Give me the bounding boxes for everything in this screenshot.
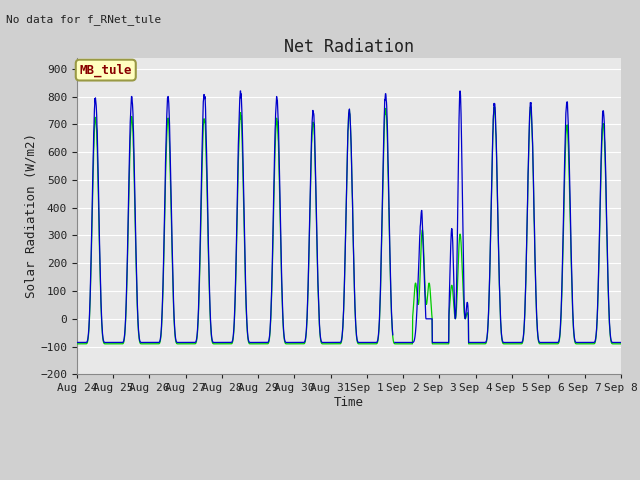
RNet_wat <box>225 339 232 345</box>
Title: Net Radiation: Net Radiation <box>284 38 414 56</box>
Y-axis label: Solar Radiation (W/m2): Solar Radiation (W/m2) <box>24 133 37 299</box>
Line: Rnet_4way: Rnet_4way <box>77 107 621 344</box>
X-axis label: Time: Time <box>334 396 364 409</box>
RNet_wat <box>507 339 515 345</box>
Rnet_4way <box>73 341 81 347</box>
Text: MB_tule: MB_tule <box>79 63 132 77</box>
Rnet_4way <box>225 341 232 347</box>
Rnet_4way <box>365 341 372 347</box>
Rnet_4way <box>507 341 515 347</box>
Legend: RNet_wat, Rnet_4way: RNet_wat, Rnet_4way <box>229 478 468 480</box>
Rnet_4way <box>376 300 384 305</box>
RNet_wat <box>617 339 625 345</box>
RNet_wat <box>365 339 372 345</box>
RNet_wat <box>584 339 592 345</box>
RNet_wat <box>376 296 384 302</box>
Rnet_4way <box>617 341 625 347</box>
Text: No data for f_RNet_tule: No data for f_RNet_tule <box>6 14 162 25</box>
Rnet_4way <box>584 341 592 347</box>
Rnet_4way <box>490 104 498 110</box>
RNet_wat <box>73 339 81 345</box>
RNet_wat <box>569 312 577 318</box>
Rnet_4way <box>569 316 577 322</box>
Line: RNet_wat: RNet_wat <box>77 91 621 342</box>
